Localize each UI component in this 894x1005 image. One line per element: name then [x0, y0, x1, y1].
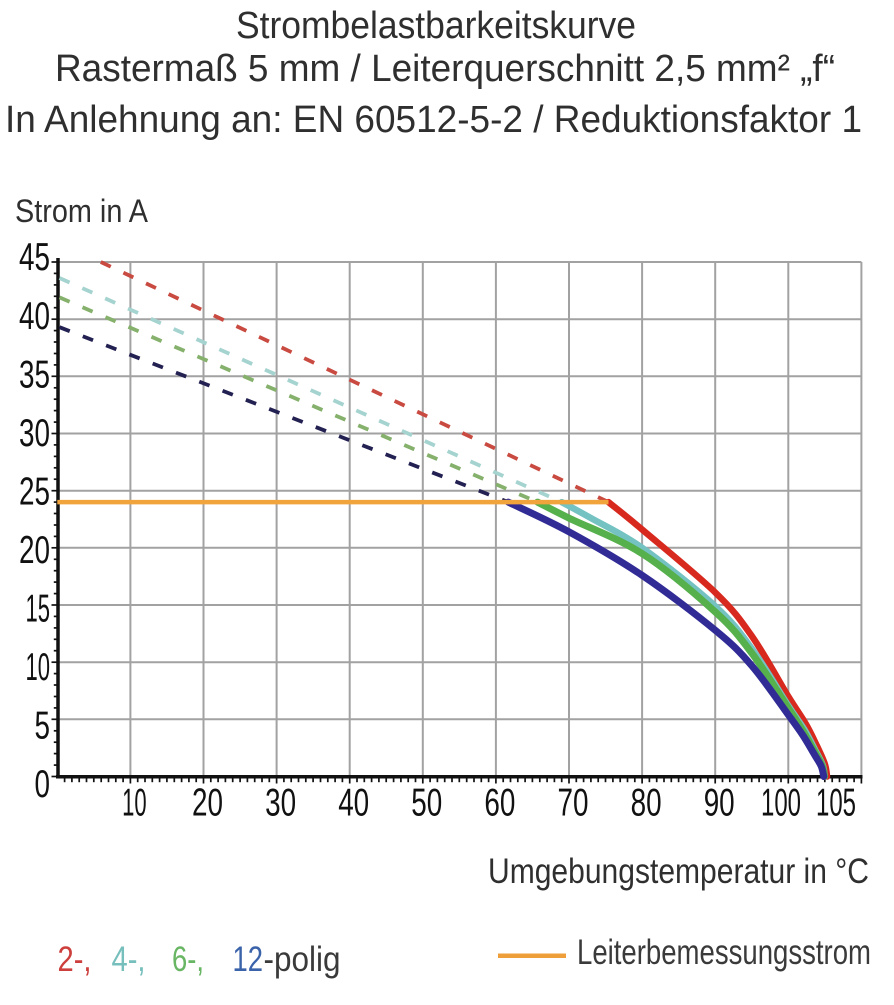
- svg-text:40: 40: [338, 782, 369, 825]
- svg-text:Strom in A: Strom in A: [15, 193, 149, 229]
- svg-text:Strombelastbarkeitskurve: Strombelastbarkeitskurve: [236, 5, 636, 47]
- svg-text:2-,: 2-,: [58, 940, 92, 979]
- svg-text:12: 12: [233, 940, 264, 979]
- svg-text:0: 0: [35, 763, 51, 806]
- svg-text:100: 100: [761, 782, 801, 825]
- svg-text:20: 20: [192, 782, 223, 825]
- svg-text:45: 45: [19, 236, 50, 279]
- svg-text:50: 50: [411, 782, 442, 825]
- svg-text:10: 10: [26, 646, 51, 689]
- svg-text:4-,: 4-,: [112, 940, 146, 979]
- svg-text:5: 5: [35, 705, 51, 748]
- svg-text:In Anlehnung an: EN 60512-5-2: In Anlehnung an: EN 60512-5-2 / Reduktio…: [5, 99, 862, 141]
- svg-text:6-,: 6-,: [172, 940, 204, 979]
- svg-text:Umgebungstemperatur in °C: Umgebungstemperatur in °C: [488, 852, 869, 891]
- svg-text:40: 40: [19, 295, 50, 338]
- svg-text:Rastermaß 5 mm / Leiterquersch: Rastermaß 5 mm / Leiterquerschnitt 2,5 m…: [55, 48, 835, 90]
- svg-text:35: 35: [19, 353, 50, 396]
- svg-text:20: 20: [19, 529, 50, 572]
- svg-text:90: 90: [704, 782, 735, 825]
- svg-text:105: 105: [816, 782, 856, 825]
- svg-text:15: 15: [26, 588, 51, 631]
- svg-text:80: 80: [631, 782, 662, 825]
- svg-text:70: 70: [558, 782, 589, 825]
- svg-text:30: 30: [19, 412, 50, 455]
- svg-text:-polig: -polig: [264, 940, 341, 979]
- svg-text:Leiterbemessungsstrom: Leiterbemessungsstrom: [577, 933, 871, 972]
- svg-text:10: 10: [122, 782, 147, 825]
- svg-text:30: 30: [265, 782, 296, 825]
- svg-text:60: 60: [484, 782, 515, 825]
- svg-text:25: 25: [19, 470, 50, 513]
